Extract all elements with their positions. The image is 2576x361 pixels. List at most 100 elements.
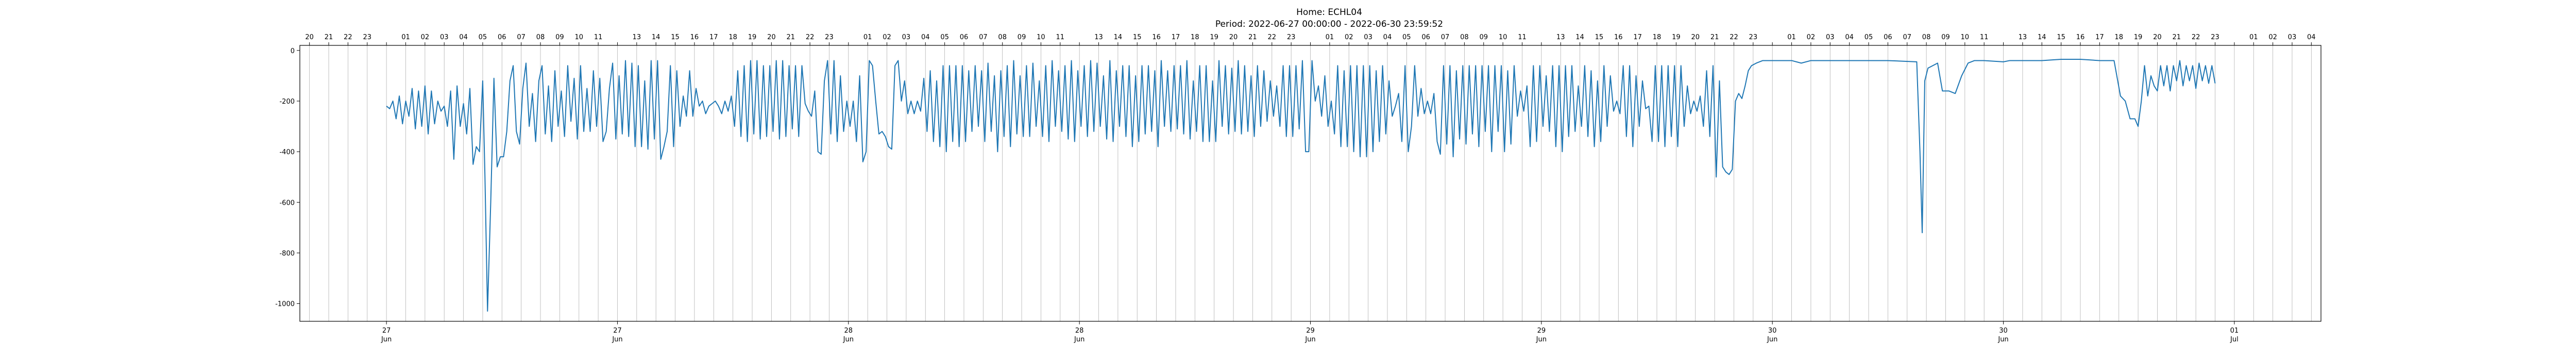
- top-tick-label: 11: [1056, 34, 1065, 41]
- chart-subtitle: Period: 2022-06-27 00:00:00 - 2022-06-30…: [1215, 19, 1443, 29]
- top-tick-label: 23: [825, 34, 834, 41]
- top-tick-label: 19: [2134, 34, 2143, 41]
- y-tick-label: -800: [279, 250, 295, 257]
- top-tick-label: 01: [1326, 34, 1334, 41]
- x-tick-label-day: 30: [1768, 327, 1777, 335]
- top-tick-label: 02: [421, 34, 430, 41]
- top-tick-label: 06: [1884, 34, 1892, 41]
- top-tick-label: 02: [1345, 34, 1353, 41]
- top-tick-label: 05: [1865, 34, 1873, 41]
- x-tick-label-month: Jun: [843, 336, 854, 343]
- top-tick-label: 17: [1172, 34, 1180, 41]
- top-tick-label: 03: [902, 34, 911, 41]
- y-tick-label: -600: [279, 199, 295, 207]
- x-tick-label-day: 28: [844, 327, 853, 335]
- gridlines: [309, 45, 2312, 321]
- top-tick-label: 04: [921, 34, 930, 41]
- x-tick-label-month: Jun: [612, 336, 622, 343]
- x-tick-label-day: 28: [1075, 327, 1084, 335]
- top-tick-label: 13: [633, 34, 641, 41]
- top-tick-label: 07: [517, 34, 526, 41]
- top-tick-label: 19: [1210, 34, 1218, 41]
- x-tick-label-month: Jul: [2230, 336, 2239, 343]
- top-tick-label: 18: [1653, 34, 1662, 41]
- top-tick-label: 10: [574, 34, 583, 41]
- x-tick-label-day: 27: [613, 327, 622, 335]
- top-tick-label: 14: [652, 34, 660, 41]
- top-tick-label: 21: [2173, 34, 2181, 41]
- top-tick-label: 13: [2019, 34, 2027, 41]
- top-tick-label: 01: [401, 34, 410, 41]
- top-tick-label: 15: [671, 34, 680, 41]
- top-tick-label: 03: [440, 34, 449, 41]
- x-tick-label-day: 29: [1306, 327, 1315, 335]
- top-tick-label: 11: [594, 34, 603, 41]
- top-tick-label: 10: [1961, 34, 1970, 41]
- top-tick-label: 23: [1287, 34, 1296, 41]
- top-tick-label: 14: [2038, 34, 2046, 41]
- y-tick-label: -200: [279, 98, 295, 106]
- top-tick-label: 08: [1922, 34, 1931, 41]
- top-tick-label: 22: [1268, 34, 1277, 41]
- top-tick-label: 22: [806, 34, 815, 41]
- top-tick-label: 05: [479, 34, 487, 41]
- top-tick-label: 14: [1114, 34, 1123, 41]
- top-tick-label: 09: [1479, 34, 1488, 41]
- x-tick-label-day: 29: [1537, 327, 1546, 335]
- top-tick-label: 18: [2114, 34, 2123, 41]
- top-tick-label: 20: [1229, 34, 1238, 41]
- top-tick-label: 06: [960, 34, 969, 41]
- top-tick-label: 21: [1710, 34, 1719, 41]
- top-tick-label: 09: [555, 34, 564, 41]
- top-tick-label: 04: [1845, 34, 1854, 41]
- top-tick-label: 17: [709, 34, 718, 41]
- top-tick-label: 13: [1556, 34, 1565, 41]
- x-tick-label-day: 27: [382, 327, 391, 335]
- chart-title: Home: ECHL04: [1296, 7, 1362, 18]
- top-tick-label: 21: [1248, 34, 1257, 41]
- x-tick-label-month: Jun: [1536, 336, 1547, 343]
- top-tick-label: 07: [1903, 34, 1911, 41]
- top-tick-label: 06: [1421, 34, 1430, 41]
- top-tick-label: 22: [344, 34, 352, 41]
- y-tick-label: -400: [279, 149, 295, 156]
- top-tick-label: 15: [1133, 34, 1142, 41]
- top-tick-label: 11: [1980, 34, 1989, 41]
- x-tick-label-month: Jun: [381, 336, 392, 343]
- x-tick-label-month: Jun: [1767, 336, 1777, 343]
- top-tick-label: 07: [1441, 34, 1450, 41]
- top-tick-label: 14: [1575, 34, 1584, 41]
- top-tick-label: 03: [1364, 34, 1372, 41]
- top-tick-label: 18: [1191, 34, 1199, 41]
- top-tick-label: 07: [979, 34, 988, 41]
- top-tick-label: 08: [536, 34, 545, 41]
- top-tick-label: 01: [863, 34, 872, 41]
- series-line: [386, 59, 2216, 312]
- top-tick-label: 01: [2249, 34, 2258, 41]
- top-tick-label: 10: [1037, 34, 1045, 41]
- top-tick-label: 22: [2192, 34, 2200, 41]
- top-tick-label: 04: [1383, 34, 1392, 41]
- top-tick-label: 01: [1787, 34, 1796, 41]
- top-tick-label: 13: [1094, 34, 1103, 41]
- top-tick-label: 15: [2057, 34, 2065, 41]
- top-tick-label: 16: [690, 34, 699, 41]
- top-tick-label: 16: [2076, 34, 2085, 41]
- axes: 20 21 22 23 01 02 03 04 05 06 07 08 09 10 11 13 14 15 16 17…: [275, 34, 2321, 343]
- x-tick-label-month: Jun: [1304, 336, 1315, 343]
- x-tick-label-day: 30: [1999, 327, 2008, 335]
- top-tick-label: 11: [1518, 34, 1527, 41]
- top-tick-label: 06: [498, 34, 506, 41]
- top-tick-label: 20: [2153, 34, 2162, 41]
- top-tick-label: 16: [1152, 34, 1161, 41]
- top-tick-label: 02: [1807, 34, 1816, 41]
- top-tick-label: 19: [1672, 34, 1681, 41]
- top-tick-label: 03: [1826, 34, 1835, 41]
- top-tick-label: 18: [728, 34, 737, 41]
- top-tick-label: 04: [2307, 34, 2316, 41]
- top-tick-label: 08: [1460, 34, 1469, 41]
- x-tick-label-month: Jun: [1074, 336, 1084, 343]
